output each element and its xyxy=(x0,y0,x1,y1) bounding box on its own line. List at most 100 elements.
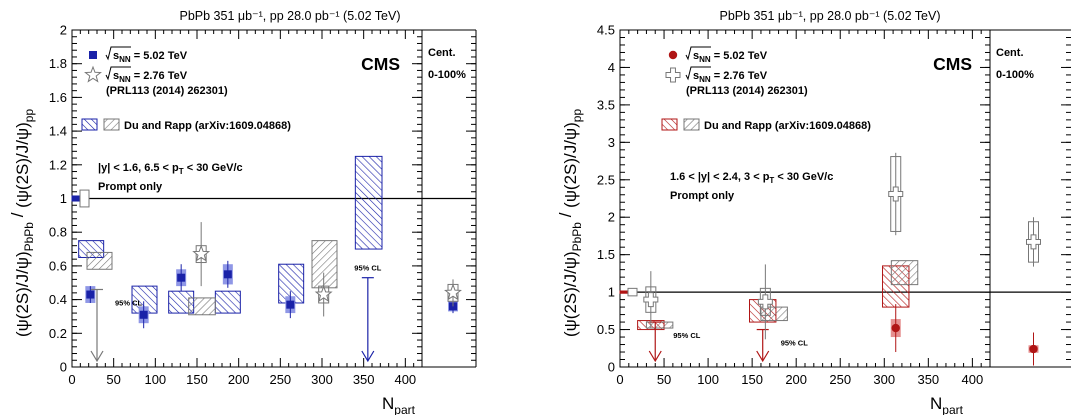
y-tick-label: 1.4 xyxy=(49,124,67,139)
y-tick-label: 3.5 xyxy=(597,97,615,112)
data-point xyxy=(286,300,295,309)
data-point xyxy=(888,186,904,202)
legend-text-5tev: sNN = 5.02 TeV xyxy=(693,50,768,64)
y-tick-label: 0.2 xyxy=(49,326,67,341)
data-point xyxy=(223,270,232,279)
y-tick-label: 4 xyxy=(608,60,615,75)
x-tick-label: 0 xyxy=(68,372,75,387)
data-point xyxy=(757,294,773,310)
upper-limit-arrow xyxy=(756,350,770,363)
x-tick-label: 50 xyxy=(657,372,671,387)
y-tick-label: 2.5 xyxy=(597,172,615,187)
upper-limit-label: 95% CL xyxy=(781,339,809,348)
x-tick-label: 150 xyxy=(186,372,208,387)
x-tick-label: 250 xyxy=(269,372,291,387)
x-axis-label: Npart xyxy=(382,394,416,415)
y-tick-label: 0.8 xyxy=(49,225,67,240)
legend-marker-276tev xyxy=(84,65,102,83)
theory-band xyxy=(214,290,241,314)
experiment-label: CMS xyxy=(933,54,972,74)
theory-band xyxy=(354,155,383,250)
side-panel-label: Cent. xyxy=(428,47,456,59)
y-tick-label: 0 xyxy=(608,360,615,375)
data-point xyxy=(643,292,659,308)
x-tick-label: 250 xyxy=(829,372,851,387)
x-tick-label: 300 xyxy=(873,372,895,387)
y-tick-label: 2 xyxy=(608,210,615,225)
legend: sNN = 5.02 TeV sNN = 2.76 TeV(PRL113 (201… xyxy=(81,46,291,132)
legend-swatch-theory-5tev xyxy=(661,118,678,131)
pp-uncertainty-box xyxy=(71,195,81,202)
legend-subtext: (PRL113 (2014) 262301) xyxy=(106,85,228,97)
integrated-point xyxy=(1029,344,1038,354)
x-tick-label: 150 xyxy=(741,372,763,387)
theory-band xyxy=(311,240,338,289)
data-point xyxy=(86,290,95,299)
y-tick-label: 1 xyxy=(608,285,615,300)
legend-swatch-theory-5tev xyxy=(81,118,98,131)
selection-label: Prompt only xyxy=(670,190,735,202)
legend-text-276tev: sNN = 2.76 TeV xyxy=(113,70,188,84)
upper-limit-label: 95% CL xyxy=(354,264,382,273)
y-tick-label: 1.5 xyxy=(597,247,615,262)
legend-marker-276tev xyxy=(665,67,681,83)
y-tick-label: 1 xyxy=(60,191,67,206)
kinematics-label: 1.6 < |y| < 2.4, 3 < pT < 30 GeV/c xyxy=(670,171,833,185)
y-tick-label: 1.6 xyxy=(49,90,67,105)
legend-text-theory: Du and Rapp (arXiv:1609.04868) xyxy=(124,120,291,132)
y-tick-label: 0.6 xyxy=(49,258,67,273)
x-tick-label: 400 xyxy=(962,372,984,387)
side-panel-label: Cent. xyxy=(996,47,1024,59)
upper-limit-label: 95% CL xyxy=(673,331,701,340)
legend-text-5tev: sNN = 5.02 TeV xyxy=(113,50,188,64)
data-point xyxy=(139,310,148,319)
kinematics-label: |y| < 1.6, 6.5 < pT < 30 GeV/c xyxy=(98,162,243,176)
theory-band xyxy=(86,251,113,270)
x-tick-label: 200 xyxy=(785,372,807,387)
theory-band xyxy=(890,260,919,286)
legend-text-276tev: sNN = 2.76 TeV xyxy=(693,70,768,84)
legend-marker-5tev xyxy=(89,51,97,59)
chart-title: PbPb 351 μb⁻¹, pp 28.0 pb⁻¹ (5.02 TeV) xyxy=(180,9,401,23)
x-tick-label: 100 xyxy=(697,372,719,387)
legend-swatch-theory-276tev xyxy=(103,118,120,131)
y-tick-label: 2 xyxy=(60,23,67,38)
x-tick-label: 350 xyxy=(917,372,939,387)
x-tick-label: 200 xyxy=(228,372,250,387)
pp-uncertainty-box xyxy=(627,287,638,297)
x-tick-label: 400 xyxy=(394,372,416,387)
y-tick-label: 4.5 xyxy=(597,23,615,38)
legend-subtext: (PRL113 (2014) 262301) xyxy=(686,85,808,97)
y-tick-label: 0 xyxy=(60,360,67,375)
sqrt-radical xyxy=(105,46,131,61)
upper-limit-arrow xyxy=(90,350,104,363)
legend-text-theory: Du and Rapp (arXiv:1609.04868) xyxy=(704,120,871,132)
selection-label: Prompt only xyxy=(98,181,163,193)
upper-limit-arrow xyxy=(648,350,662,363)
chart-title: PbPb 351 μb⁻¹, pp 28.0 pb⁻¹ (5.02 TeV) xyxy=(720,9,941,23)
theory-band xyxy=(760,306,788,322)
integrated-point xyxy=(1026,234,1041,250)
legend-marker-5tev xyxy=(668,50,678,60)
chart-panel-right: 0 50 100 150 200 250 300 350 400 0 0.5 1 1.5 2 2.5 3 3.5… xyxy=(556,9,1071,415)
data-point xyxy=(177,273,186,282)
x-tick-label: 300 xyxy=(311,372,333,387)
integrated-point xyxy=(444,283,462,301)
x-tick-label: 100 xyxy=(144,372,166,387)
upper-limit-label: 95% CL xyxy=(115,298,143,307)
x-axis-label: Npart xyxy=(930,394,964,415)
x-tick-label: 50 xyxy=(106,372,120,387)
pp-uncertainty-box xyxy=(619,290,629,294)
y-tick-label: 0.5 xyxy=(597,322,615,337)
y-tick-label: 3 xyxy=(608,135,615,150)
data-point xyxy=(891,323,900,333)
pp-uncertainty-box xyxy=(79,189,90,208)
sqrt-radical xyxy=(685,46,711,61)
side-panel-range: 0-100% xyxy=(428,69,466,81)
x-tick-label: 0 xyxy=(616,372,623,387)
data-point xyxy=(314,285,333,303)
y-tick-label: 1.2 xyxy=(49,157,67,172)
legend-swatch-theory-276tev xyxy=(683,118,700,131)
data-point xyxy=(192,244,211,262)
experiment-label: CMS xyxy=(361,54,400,74)
